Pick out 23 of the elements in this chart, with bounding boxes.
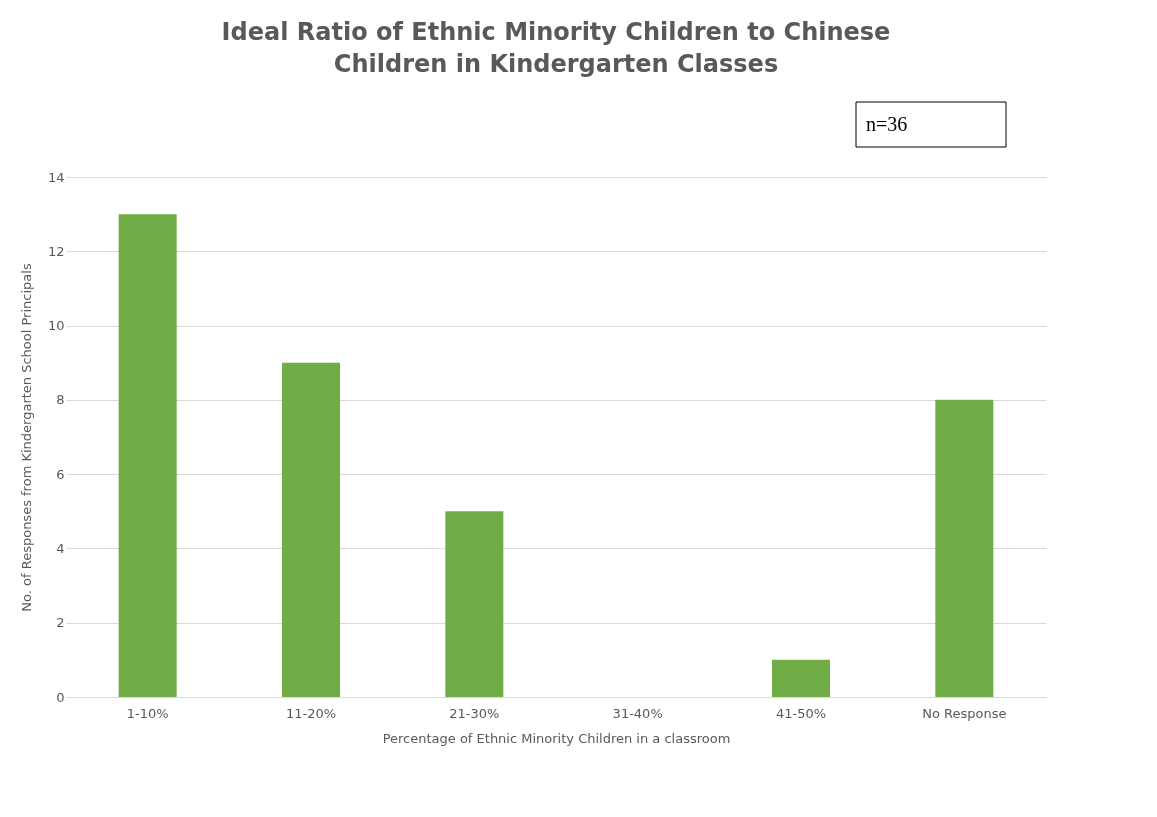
x-tick-label: 11-20%	[285, 705, 337, 721]
chart-title: Ideal Ratio of Ethnic Minority Children to Chinese Children in Kindergarten Classes	[221, 17, 891, 78]
bar	[772, 659, 830, 697]
y-tick-label: 0	[56, 689, 65, 705]
y-tick-label: 8	[56, 392, 65, 408]
y-tick-label: 2	[56, 615, 65, 631]
y-tick-label: 10	[47, 318, 65, 334]
x-tick-label: 41-50%	[775, 705, 827, 721]
x-tick-label: 1-10%	[126, 705, 169, 721]
y-tick-label: 6	[56, 466, 65, 482]
y-tick-label: 12	[47, 243, 65, 259]
bar	[445, 511, 504, 697]
bar	[935, 399, 994, 697]
x-tick-label: 21-30%	[449, 705, 500, 721]
y-tick-label: 4	[56, 540, 65, 556]
text: n=36	[866, 113, 908, 135]
y-axis-title: No. of Responses from Kindergarten School Principals	[18, 263, 34, 612]
bar	[118, 214, 177, 697]
x-axis-title: Percentage of Ethnic Minority Children in a classroom	[382, 730, 731, 746]
y-tick-label: 14	[47, 169, 65, 185]
bar	[282, 362, 340, 697]
x-tick-label: 31-40%	[612, 705, 663, 721]
x-tick-label: No Response	[922, 705, 1007, 721]
